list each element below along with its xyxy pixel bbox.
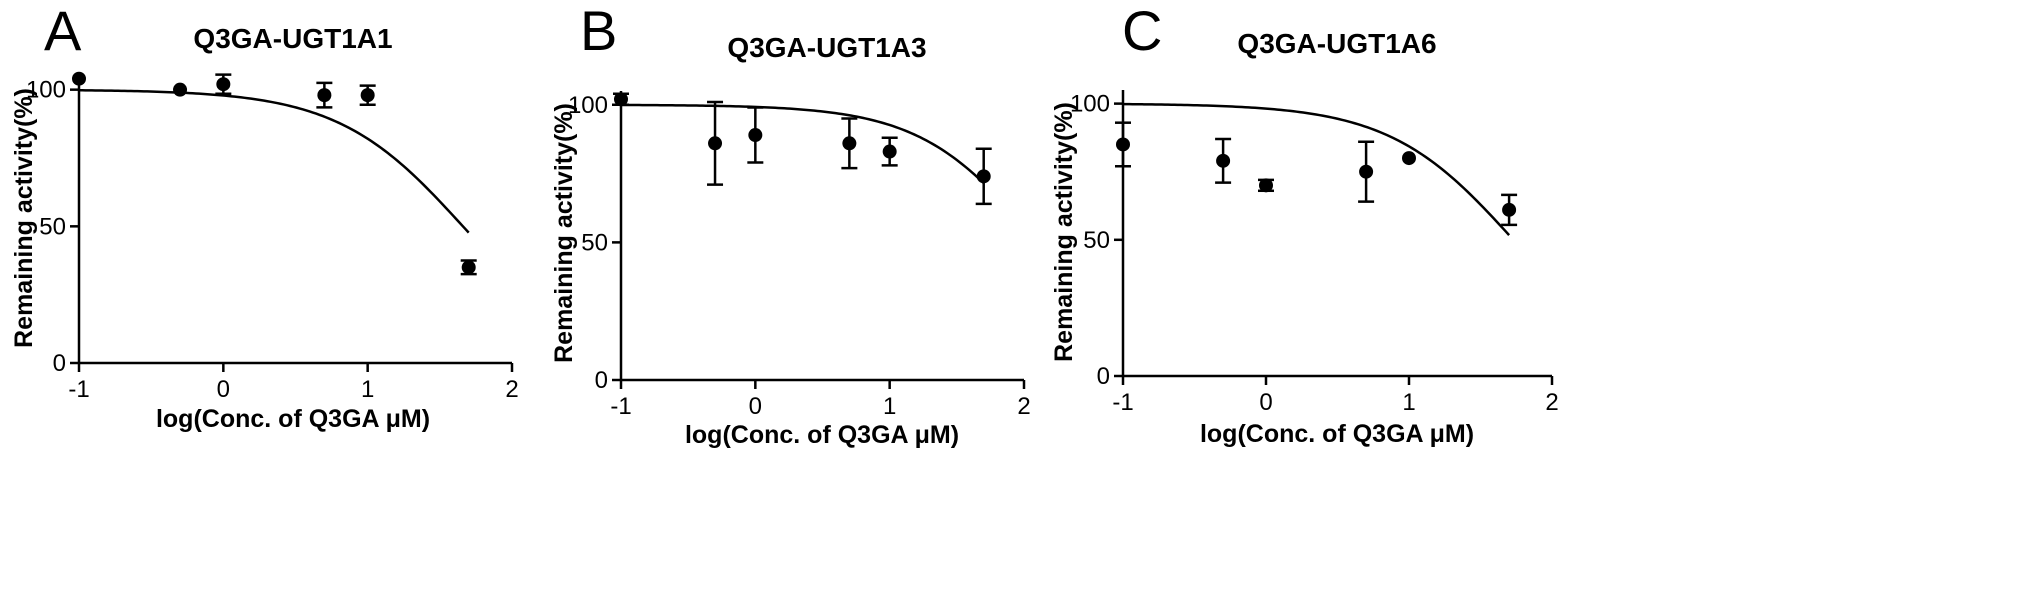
y-tick-label: 50 bbox=[39, 213, 66, 240]
panel-letter: B bbox=[580, 0, 617, 62]
data-point bbox=[842, 136, 857, 151]
x-axis-label: log(Conc. of Q3GA μM) bbox=[1200, 420, 1474, 448]
x-tick-label: -1 bbox=[610, 393, 631, 420]
x-tick-label: 2 bbox=[1017, 393, 1030, 420]
x-tick-label: 1 bbox=[883, 393, 896, 420]
data-point bbox=[72, 71, 86, 86]
chart-title: Q3GA-UGT1A6 bbox=[1237, 28, 1436, 59]
data-point bbox=[976, 169, 991, 184]
data-point bbox=[708, 136, 723, 151]
chart-title: Q3GA-UGT1A3 bbox=[727, 32, 926, 63]
x-tick-label: 0 bbox=[217, 376, 230, 403]
fit-curve bbox=[78, 89, 470, 234]
x-tick-label: 1 bbox=[361, 376, 374, 403]
y-tick-label: 100 bbox=[26, 77, 66, 104]
x-tick-label: -1 bbox=[1112, 389, 1133, 416]
x-tick-label: 0 bbox=[1259, 389, 1272, 416]
y-tick-label: 100 bbox=[568, 92, 608, 119]
chart-panel-c: C Q3GA-UGT1A6 Remaining activity(%) log(… bbox=[1050, 0, 1559, 448]
y-tick-label: 0 bbox=[53, 350, 66, 377]
fit-curve bbox=[1122, 102, 1511, 236]
fit-curve bbox=[620, 103, 985, 185]
x-tick-label: 2 bbox=[505, 376, 518, 403]
data-point bbox=[1402, 151, 1416, 166]
data-point bbox=[1259, 178, 1273, 193]
data-point bbox=[461, 260, 476, 275]
y-tick-label: 100 bbox=[1070, 91, 1110, 118]
x-axis-label: log(Conc. of Q3GA μM) bbox=[156, 405, 430, 433]
x-axis-label: log(Conc. of Q3GA μM) bbox=[685, 421, 959, 449]
panel-letter: A bbox=[44, 0, 82, 62]
y-tick-label: 0 bbox=[595, 367, 608, 394]
x-tick-label: -1 bbox=[68, 376, 89, 403]
data-point bbox=[748, 128, 763, 143]
y-axis-label: Remaining activity(%) bbox=[1050, 102, 1078, 362]
chart-title: Q3GA-UGT1A1 bbox=[193, 23, 392, 54]
data-point bbox=[882, 144, 897, 159]
chart-panel-a: A Q3GA-UGT1A1 Remaining activity(%) log(… bbox=[10, 0, 519, 433]
data-point bbox=[173, 82, 188, 97]
data-point bbox=[614, 92, 628, 107]
y-tick-label: 50 bbox=[1083, 227, 1110, 254]
y-axis-label: Remaining activity(%) bbox=[10, 88, 38, 348]
data-point bbox=[1359, 164, 1374, 179]
y-axis-label: Remaining activity(%) bbox=[550, 103, 578, 363]
data-point bbox=[360, 88, 375, 103]
panel-letter: C bbox=[1122, 0, 1162, 62]
data-point bbox=[216, 77, 231, 92]
y-tick-label: 50 bbox=[581, 229, 608, 256]
y-tick-label: 0 bbox=[1097, 363, 1110, 390]
chart-panel-b: B Q3GA-UGT1A3 Remaining activity(%) log(… bbox=[550, 0, 1031, 449]
data-point bbox=[1116, 137, 1130, 152]
data-point bbox=[317, 88, 332, 103]
x-tick-label: 2 bbox=[1545, 389, 1558, 416]
x-tick-label: 1 bbox=[1402, 389, 1415, 416]
data-point bbox=[1216, 153, 1231, 168]
x-tick-label: 0 bbox=[749, 393, 762, 420]
data-point bbox=[1502, 202, 1517, 217]
